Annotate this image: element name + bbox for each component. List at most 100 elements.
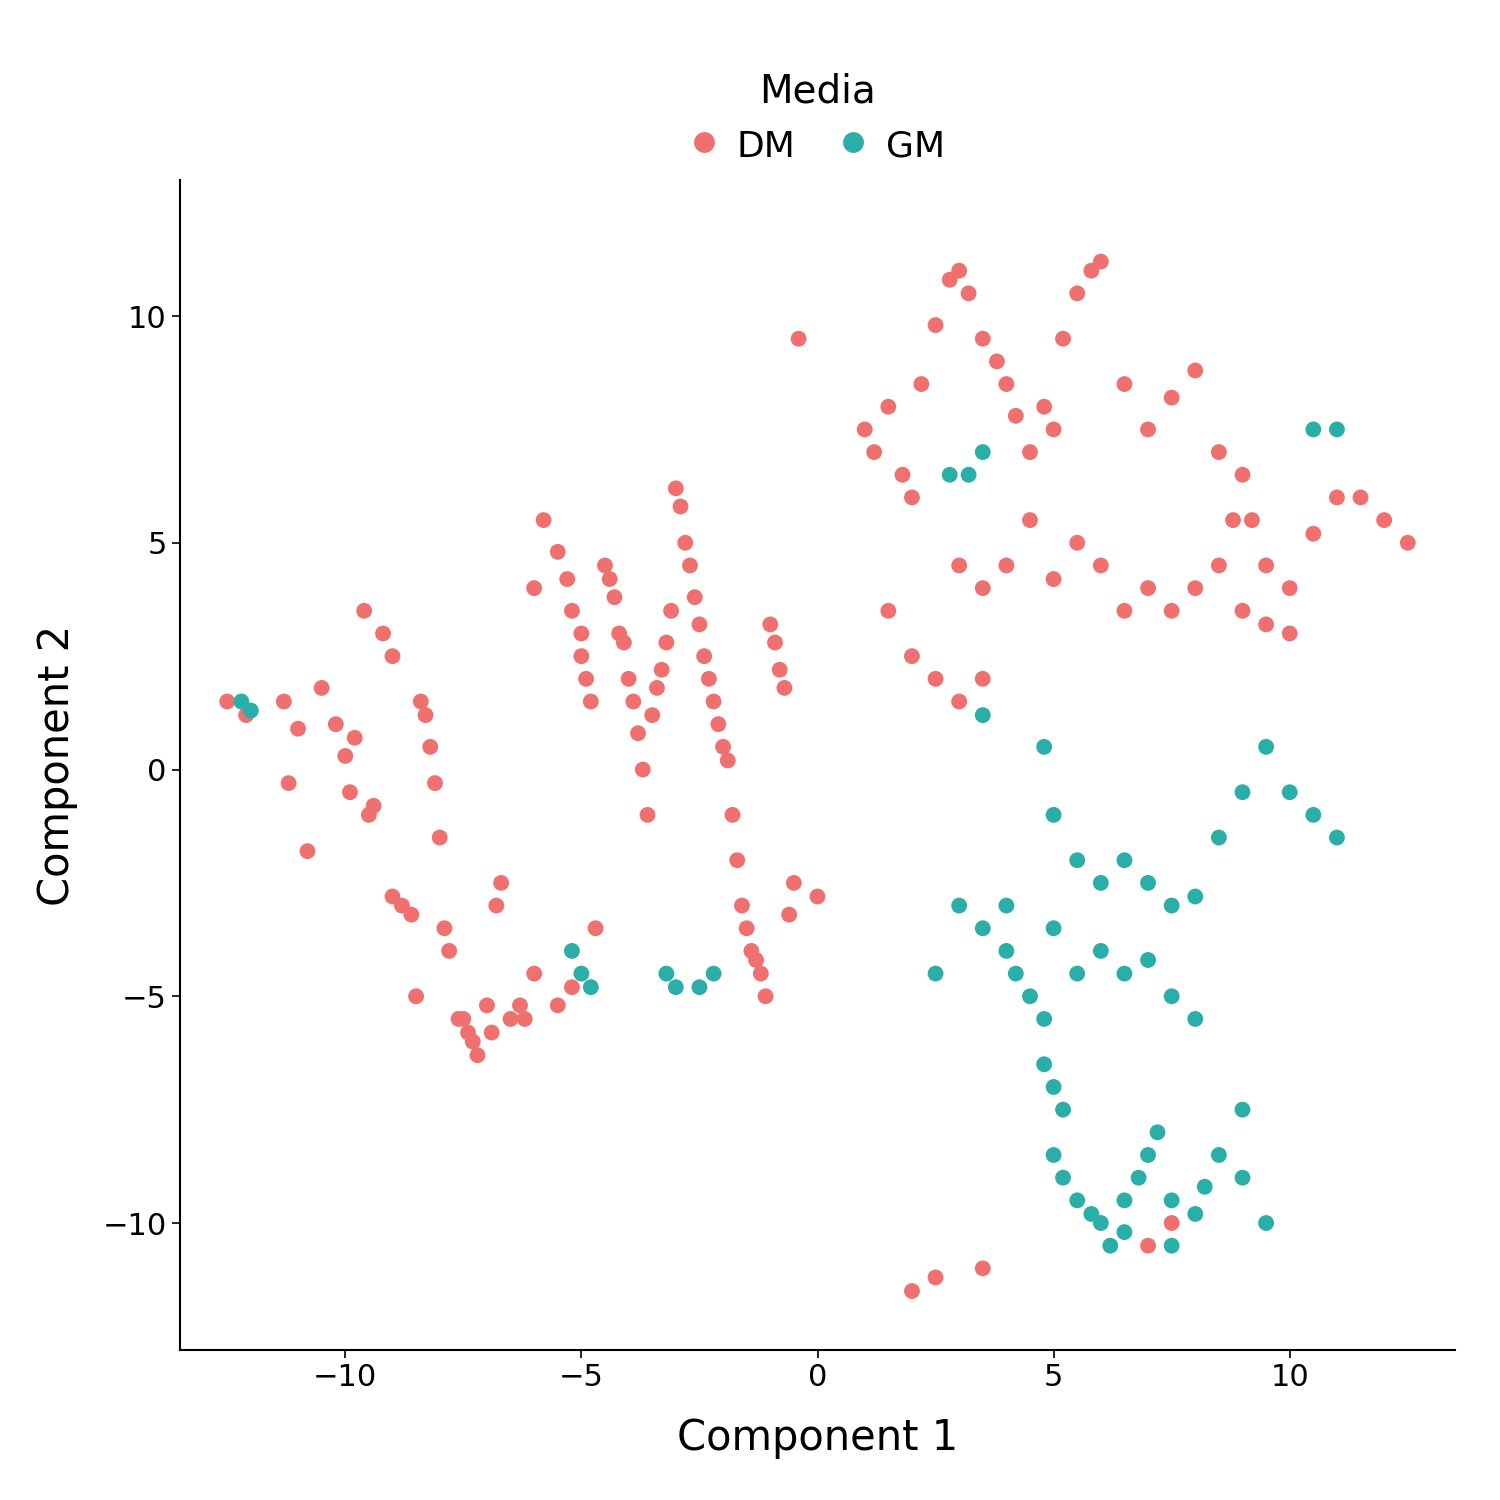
Point xyxy=(513,1007,537,1031)
Point xyxy=(423,771,447,795)
Point xyxy=(1324,417,1348,441)
Point xyxy=(1019,984,1042,1008)
Point xyxy=(1302,802,1326,826)
Point xyxy=(555,567,579,591)
Point xyxy=(970,668,994,692)
Point xyxy=(970,440,994,464)
Point xyxy=(994,939,1018,963)
Point xyxy=(1230,598,1254,622)
Point xyxy=(1160,386,1184,410)
Point xyxy=(1221,509,1245,532)
Point xyxy=(654,962,678,986)
Point xyxy=(946,894,970,918)
Point xyxy=(390,894,414,918)
Point xyxy=(1160,1188,1184,1212)
Point xyxy=(560,975,584,999)
Point xyxy=(419,735,442,759)
Point xyxy=(621,690,645,714)
Point xyxy=(460,1029,484,1053)
Point xyxy=(1254,735,1278,759)
Point xyxy=(1041,802,1065,826)
Point xyxy=(597,567,621,591)
Point xyxy=(410,690,434,714)
Point xyxy=(1230,1098,1254,1122)
Point xyxy=(436,939,460,963)
Point xyxy=(276,771,300,795)
Point xyxy=(234,704,258,728)
Point xyxy=(764,630,788,654)
Point xyxy=(1113,372,1137,396)
Point xyxy=(381,885,405,909)
Point xyxy=(970,704,994,728)
Point xyxy=(786,327,810,351)
Point xyxy=(465,1042,489,1066)
Point xyxy=(632,758,656,782)
Point xyxy=(1032,1053,1056,1077)
Point xyxy=(687,975,711,999)
Point xyxy=(692,644,715,668)
Point xyxy=(711,735,735,759)
Point xyxy=(522,576,546,600)
Point xyxy=(924,1266,948,1290)
Point xyxy=(1041,567,1065,591)
Point xyxy=(414,704,438,728)
Point xyxy=(296,839,320,862)
Point xyxy=(1113,962,1137,986)
Point xyxy=(1208,1143,1231,1167)
Point xyxy=(381,644,405,668)
Point xyxy=(970,1257,994,1281)
Point xyxy=(1089,939,1113,963)
Point xyxy=(682,585,706,609)
Point xyxy=(938,464,962,488)
Point xyxy=(1240,509,1264,532)
Point xyxy=(938,268,962,292)
Point xyxy=(806,885,830,909)
Point xyxy=(1184,885,1208,909)
Point xyxy=(1184,1202,1208,1225)
Point xyxy=(333,744,357,768)
Point xyxy=(1278,621,1302,645)
Point xyxy=(1254,1210,1278,1234)
Point xyxy=(994,894,1018,918)
Point xyxy=(1136,948,1160,972)
Point xyxy=(1065,282,1089,306)
Point xyxy=(1032,394,1056,418)
Point xyxy=(616,668,640,692)
Point xyxy=(1065,962,1089,986)
Point xyxy=(560,598,584,622)
Point xyxy=(759,612,783,636)
Point xyxy=(924,668,948,692)
Point xyxy=(579,690,603,714)
Point xyxy=(658,598,682,622)
Point xyxy=(1080,1202,1104,1225)
Point xyxy=(994,372,1018,396)
Point xyxy=(669,495,693,519)
Point xyxy=(447,1007,471,1031)
Point xyxy=(546,540,570,564)
Point xyxy=(900,644,924,668)
Point xyxy=(782,871,806,895)
Point xyxy=(768,658,792,682)
Point xyxy=(1019,440,1042,464)
Point xyxy=(1146,1120,1170,1144)
Point xyxy=(1136,1233,1160,1257)
Point xyxy=(1278,576,1302,600)
Point xyxy=(1160,1233,1184,1257)
Point xyxy=(522,962,546,986)
Point xyxy=(674,531,698,555)
Point xyxy=(1004,404,1028,427)
Point xyxy=(574,668,598,692)
Point xyxy=(1348,486,1372,510)
Point xyxy=(1230,780,1254,804)
Point xyxy=(584,916,608,940)
Point xyxy=(852,417,876,441)
Point xyxy=(592,554,616,578)
Point xyxy=(1160,1210,1184,1234)
Point xyxy=(531,509,555,532)
Point xyxy=(1396,531,1420,555)
Point xyxy=(286,717,310,741)
Point xyxy=(724,847,748,871)
Point xyxy=(480,1020,504,1044)
Point xyxy=(777,903,801,927)
Point xyxy=(1041,916,1065,940)
